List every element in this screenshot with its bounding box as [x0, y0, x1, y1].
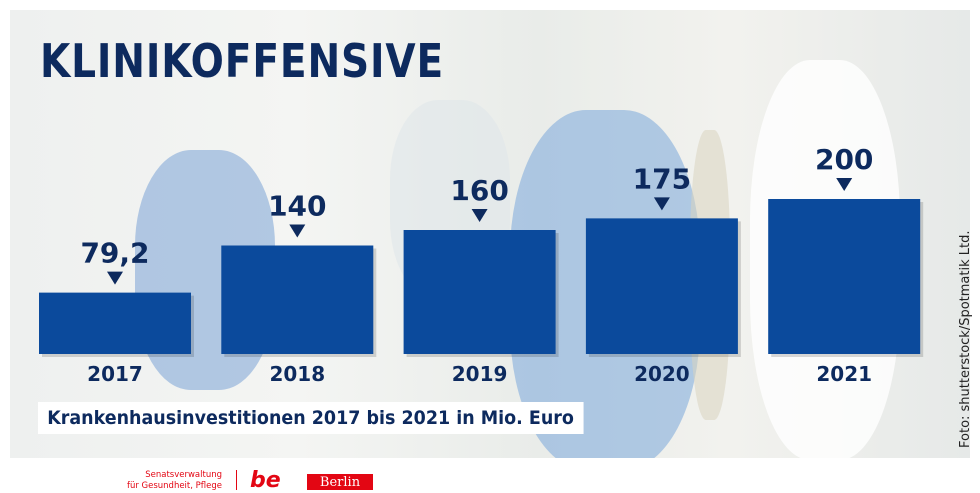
photo-credit: Foto: shutterstock/Spotmatik Ltd. — [958, 230, 973, 448]
category-label: 2017 — [87, 362, 143, 386]
value-pointer-icon — [289, 224, 306, 238]
value-label: 160 — [450, 174, 508, 207]
department-line-2: für Gesundheit, Pflege — [126, 481, 222, 491]
value-label: 140 — [268, 190, 326, 223]
department-line-1: Senatsverwaltung — [145, 470, 222, 480]
category-label: 2019 — [452, 362, 508, 386]
value-pointer-icon — [653, 197, 670, 211]
bar — [221, 245, 374, 354]
value-label: 200 — [815, 143, 873, 176]
bar — [768, 199, 921, 354]
bar — [585, 218, 738, 354]
be-berlin-logo: be — [250, 468, 281, 493]
value-pointer-icon — [471, 209, 488, 222]
value-pointer-icon — [836, 178, 853, 191]
category-label: 2021 — [816, 362, 872, 386]
bar — [403, 230, 556, 354]
value-label: 175 — [633, 162, 691, 195]
category-label: 2020 — [634, 362, 690, 386]
chart-subtitle: Krankenhausinvestitionen 2017 bis 2021 i… — [38, 402, 584, 434]
chart-title: KLINIKOFFENSIVE — [40, 34, 445, 88]
value-pointer-icon — [107, 271, 123, 285]
value-label: 79,2 — [80, 237, 149, 270]
bar — [39, 292, 191, 354]
department-name: Senatsverwaltung für Gesundheit, Pflege — [120, 470, 222, 492]
footer-divider — [236, 470, 237, 490]
berlin-label: Berlin — [307, 474, 373, 490]
category-label: 2018 — [269, 362, 325, 386]
